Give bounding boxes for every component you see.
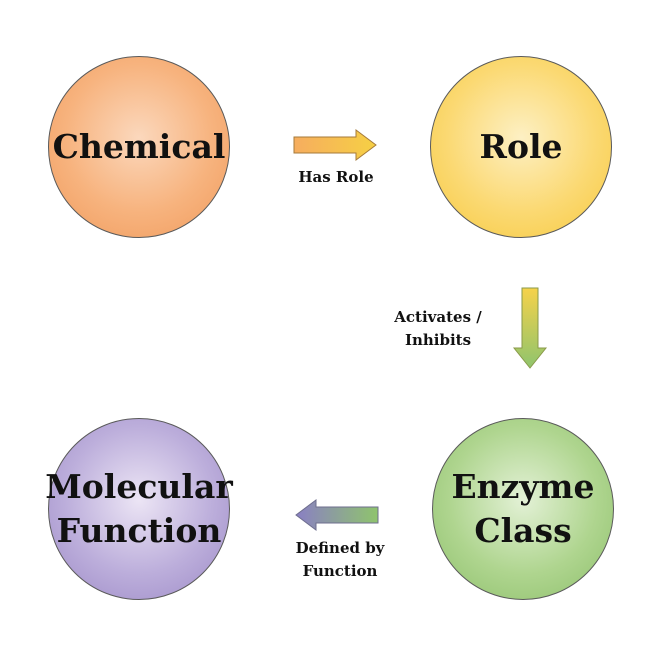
has-role-arrow-icon	[292, 128, 380, 162]
role-node-label: Role	[480, 125, 563, 169]
chemical-node-label: Chemical	[53, 125, 226, 169]
defined-by-function-label: Defined by Function	[280, 537, 400, 583]
has-role-label: Has Role	[280, 166, 392, 189]
chemical-node: Chemical	[48, 56, 230, 238]
molecular-function-node: Molecular Function	[48, 418, 230, 600]
activates-inhibits-label: Activates / Inhibits	[380, 306, 496, 352]
enzyme-class-node: Enzyme Class	[432, 418, 614, 600]
enzyme-class-node-label: Enzyme Class	[452, 465, 595, 553]
activates-arrow-icon	[511, 286, 549, 372]
defined-by-arrow-icon	[292, 498, 382, 532]
molecular-function-node-label: Molecular Function	[45, 465, 232, 553]
role-node: Role	[430, 56, 612, 238]
